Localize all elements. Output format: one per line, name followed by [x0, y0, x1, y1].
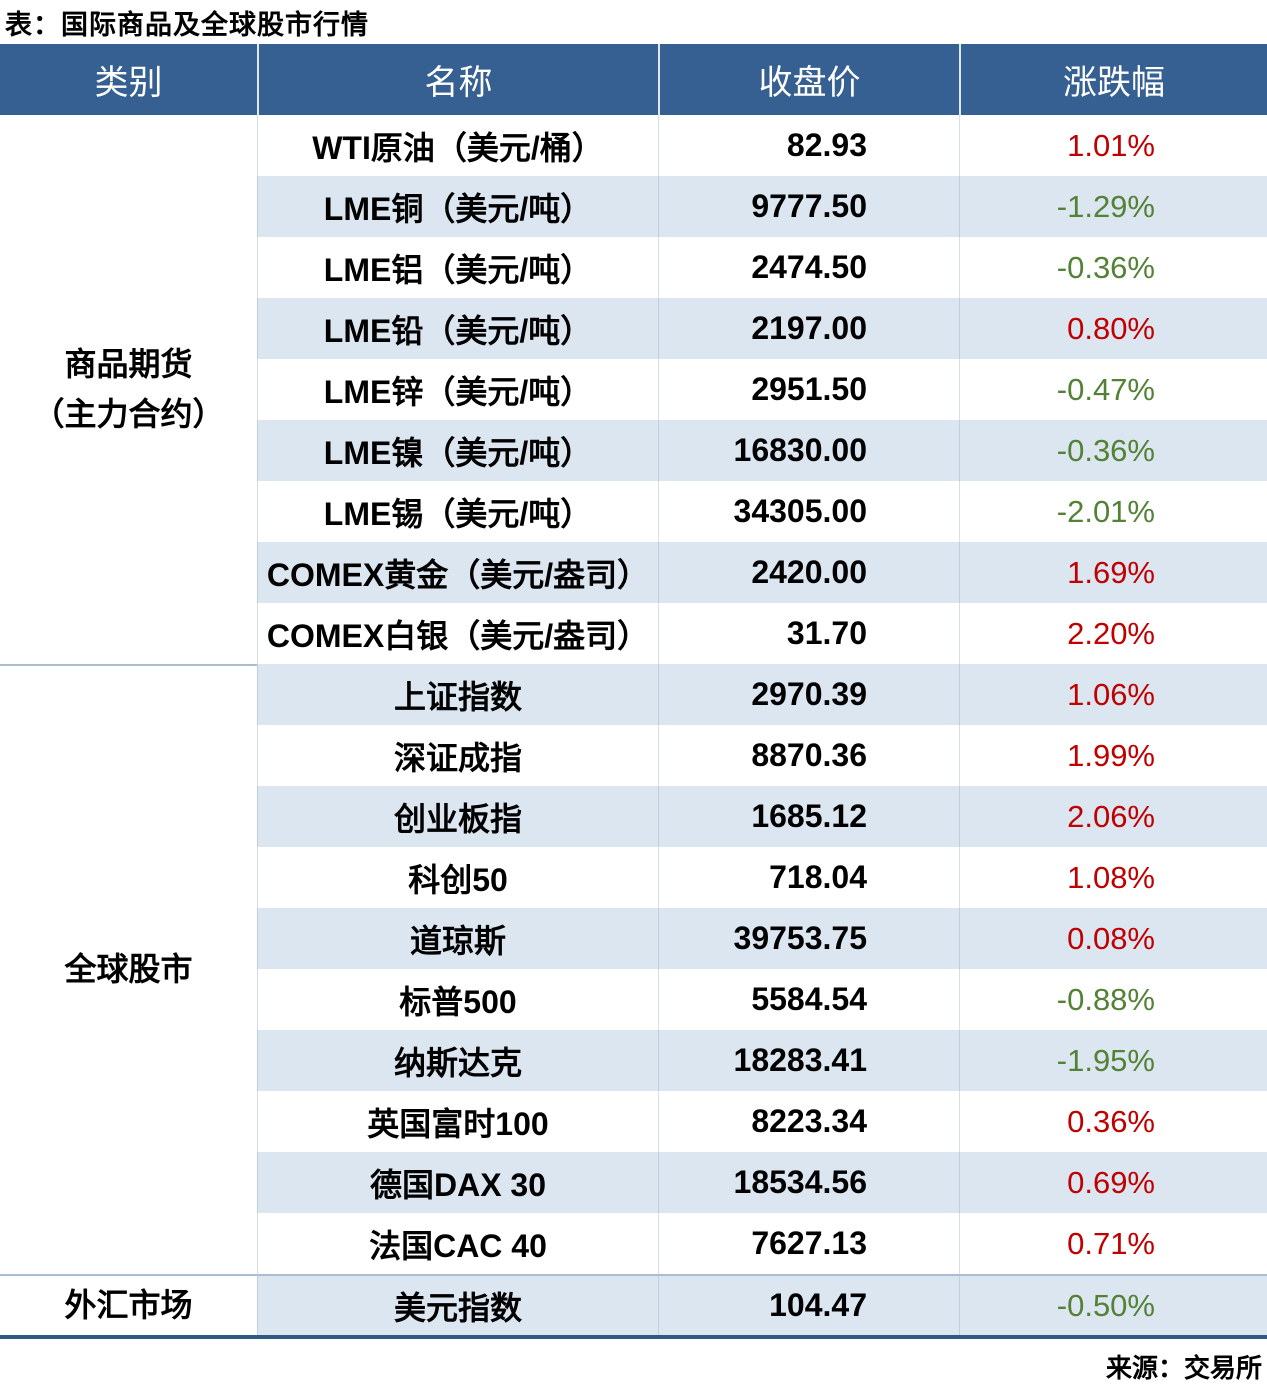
row-close: 39753.75	[658, 908, 959, 969]
row-change: 1.08%	[959, 847, 1267, 908]
row-close: 104.47	[658, 1274, 959, 1335]
row-change: 1.06%	[959, 664, 1267, 725]
row-change: 2.20%	[959, 603, 1267, 664]
header-close: 收盘价	[658, 44, 959, 115]
row-name: 美元指数	[257, 1274, 658, 1335]
category-label: 外汇市场	[64, 1286, 193, 1323]
row-change: -0.36%	[959, 420, 1267, 481]
row-name: LME铜（美元/吨）	[257, 176, 658, 237]
row-change: -1.95%	[959, 1030, 1267, 1091]
row-name: 道琼斯	[257, 908, 658, 969]
row-name: WTI原油（美元/桶）	[257, 115, 658, 176]
row-change: 0.69%	[959, 1152, 1267, 1213]
row-close: 1685.12	[658, 786, 959, 847]
row-name: LME锌（美元/吨）	[257, 359, 658, 420]
row-close: 18283.41	[658, 1030, 959, 1091]
row-change: -0.50%	[959, 1274, 1267, 1335]
row-close: 31.70	[658, 603, 959, 664]
bottom-rule	[0, 1335, 1267, 1339]
row-change: 0.36%	[959, 1091, 1267, 1152]
row-change: 0.80%	[959, 298, 1267, 359]
row-name: LME锡（美元/吨）	[257, 481, 658, 542]
row-name: COMEX白银（美元/盎司）	[257, 603, 658, 664]
header-name: 名称	[257, 44, 658, 115]
page-title: 表：国际商品及全球股市行情	[5, 10, 369, 40]
row-name: 英国富时100	[257, 1091, 658, 1152]
category-label: 商品期货	[64, 345, 193, 382]
row-name: LME铅（美元/吨）	[257, 298, 658, 359]
row-change: 1.69%	[959, 542, 1267, 603]
row-change: -0.36%	[959, 237, 1267, 298]
quotes-table: 类别 名称 收盘价 涨跌幅 商品期货 （主力合约） WTI原油（美元/桶） 82.93…	[0, 44, 1267, 1335]
row-name: 标普500	[257, 969, 658, 1030]
row-close: 7627.13	[658, 1213, 959, 1274]
row-close: 8223.34	[658, 1091, 959, 1152]
row-close: 18534.56	[658, 1152, 959, 1213]
row-close: 8870.36	[658, 725, 959, 786]
row-name: 纳斯达克	[257, 1030, 658, 1091]
header-category: 类别	[0, 44, 257, 115]
row-change: 0.08%	[959, 908, 1267, 969]
source-label: 来源：交易所	[1105, 1353, 1262, 1383]
row-change: 0.71%	[959, 1213, 1267, 1274]
row-name: LME铝（美元/吨）	[257, 237, 658, 298]
row-close: 2197.00	[658, 298, 959, 359]
category-label: （主力合约）	[32, 395, 225, 432]
row-close: 718.04	[658, 847, 959, 908]
row-name: 法国CAC 40	[257, 1213, 658, 1274]
row-name: 科创50	[257, 847, 658, 908]
row-close: 16830.00	[658, 420, 959, 481]
row-close: 2420.00	[658, 542, 959, 603]
row-name: LME镍（美元/吨）	[257, 420, 658, 481]
row-close: 9777.50	[658, 176, 959, 237]
category-cell: 外汇市场	[0, 1274, 257, 1335]
header-change: 涨跌幅	[959, 44, 1267, 115]
row-change: 1.01%	[959, 115, 1267, 176]
category-cell: 全球股市	[0, 664, 257, 1274]
row-close: 2970.39	[658, 664, 959, 725]
row-name: 德国DAX 30	[257, 1152, 658, 1213]
row-change: -0.47%	[959, 359, 1267, 420]
category-label: 全球股市	[64, 951, 193, 988]
row-name: 上证指数	[257, 664, 658, 725]
category-cell: 商品期货 （主力合约）	[0, 115, 257, 664]
row-close: 82.93	[658, 115, 959, 176]
row-change: -0.88%	[959, 969, 1267, 1030]
row-change: 1.99%	[959, 725, 1267, 786]
row-close: 5584.54	[658, 969, 959, 1030]
row-change: -1.29%	[959, 176, 1267, 237]
row-change: 2.06%	[959, 786, 1267, 847]
row-change: -2.01%	[959, 481, 1267, 542]
row-name: 创业板指	[257, 786, 658, 847]
row-close: 2951.50	[658, 359, 959, 420]
row-close: 34305.00	[658, 481, 959, 542]
row-name: COMEX黄金（美元/盎司）	[257, 542, 658, 603]
row-close: 2474.50	[658, 237, 959, 298]
row-name: 深证成指	[257, 725, 658, 786]
